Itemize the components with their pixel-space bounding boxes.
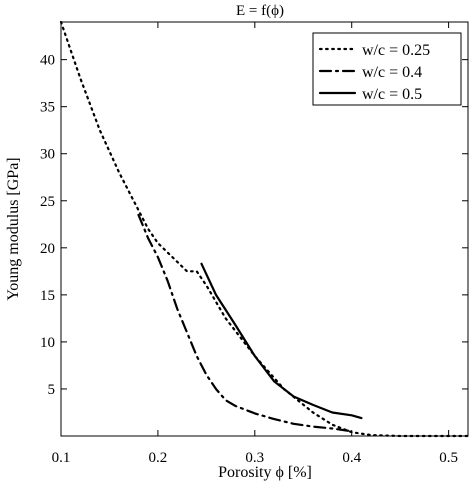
y-tick-label: 5	[48, 382, 56, 398]
y-tick-label: 10	[40, 335, 55, 351]
chart-title: E = f(ϕ)	[236, 3, 284, 19]
legend: w/c = 0.25 w/c = 0.4 w/c = 0.5	[312, 32, 462, 106]
series-line-2	[137, 213, 353, 433]
axis-ticks: 0.1 0.2 0.3 0.4 0.5 5 10 15 20 25 30 35 40	[40, 22, 468, 466]
plot-frame	[60, 21, 469, 437]
legend-label: w/c = 0.5	[362, 86, 422, 103]
y-tick-label: 35	[40, 100, 55, 116]
legend-label: w/c = 0.25	[362, 42, 430, 59]
y-tick-label: 30	[40, 147, 55, 163]
x-tick-label: 0.2	[149, 450, 168, 466]
series-line-3	[200, 262, 363, 420]
x-tick-label: 0.4	[342, 450, 361, 466]
legend-label: w/c = 0.4	[362, 64, 422, 81]
x-axis-label: Porosity ϕ [%]	[218, 464, 312, 481]
y-tick-label: 15	[40, 288, 55, 304]
series-group	[59, 20, 470, 438]
y-tick-label: 25	[40, 194, 55, 210]
y-tick-label: 20	[40, 241, 55, 257]
x-tick-label: 0.1	[52, 450, 71, 466]
y-tick-label: 40	[40, 53, 55, 69]
series-line-1	[59, 20, 470, 438]
y-axis-label: Young modulus [GPa]	[5, 157, 22, 300]
x-tick-label: 0.5	[439, 450, 458, 466]
x-tick-label: 0.3	[245, 450, 264, 466]
